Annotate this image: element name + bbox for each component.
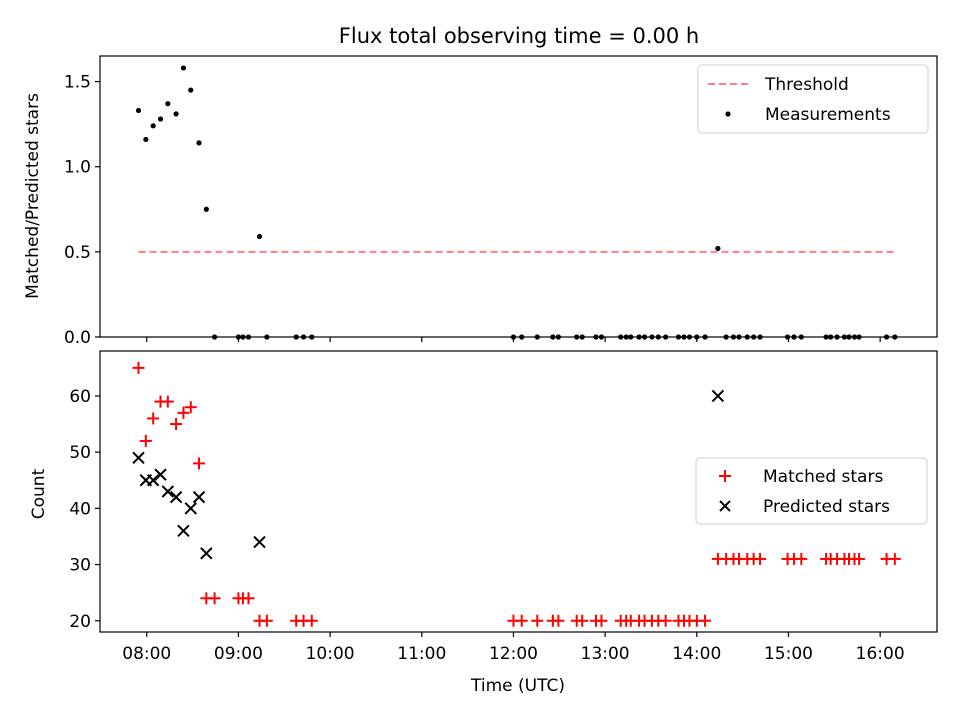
matched-star-point: [193, 457, 206, 470]
matched-star-point: [595, 614, 608, 627]
bottom-legend: Matched stars Predicted stars: [695, 457, 928, 525]
predicted-star-point: [161, 485, 175, 498]
predicted-star-point: [154, 468, 167, 481]
bottom-y-axis: 20 30 40 50 60: [69, 387, 100, 632]
top-legend: Threshold Measurements: [697, 64, 929, 134]
bottom-x-tick-label: 10:00: [306, 644, 355, 664]
predicted-star-point: [711, 389, 725, 403]
predicted-star-point: [169, 490, 183, 504]
matched-star-point: [139, 434, 152, 447]
bottom-y-tick-label: 30: [69, 556, 91, 576]
bottom-y-axis-label: Count: [29, 468, 49, 519]
bottom-x-tick-label: 16:00: [856, 644, 905, 664]
measurement-point: [143, 136, 149, 143]
top-x-ticks: [146, 337, 881, 342]
top-legend-box: [697, 64, 929, 134]
measurement-point: [165, 101, 171, 107]
measurement-point: [203, 206, 209, 212]
legend-matched-label: Matched stars: [763, 467, 883, 487]
legend-predicted-label: Predicted stars: [763, 497, 890, 517]
predicted-star-point: [177, 524, 190, 538]
matched-star-point: [132, 361, 145, 374]
matched-star-point: [699, 614, 712, 627]
bottom-x-tick-label: 12:00: [489, 644, 538, 664]
top-y-tick-label: 0.0: [64, 328, 91, 348]
bottom-marks-layer: [132, 361, 901, 627]
predicted-star-point: [192, 490, 206, 504]
matched-star-point: [853, 552, 866, 565]
measurement-point: [196, 140, 202, 146]
matched-star-point: [161, 395, 174, 408]
legend-threshold-label: Threshold: [764, 75, 849, 95]
predicted-star-point: [132, 451, 145, 464]
top-y-tick-label: 1.5: [64, 73, 91, 93]
legend-measurements-swatch: [725, 111, 731, 117]
top-y-axis: 0.0 0.5 1.0 1.5: [64, 73, 100, 348]
top-y-tick-label: 0.5: [64, 243, 91, 263]
bottom-y-tick-label: 60: [69, 387, 91, 407]
top-marks-layer: [135, 65, 898, 340]
matched-star-point: [147, 412, 160, 425]
measurement-point: [180, 65, 187, 71]
matched-star-point: [177, 406, 190, 419]
bottom-legend-box: [695, 457, 928, 525]
measurement-point: [715, 245, 721, 252]
matched-star-point: [305, 614, 318, 627]
bottom-y-tick-label: 40: [69, 499, 91, 519]
bottom-panel: 20 30 40 50 60 08:00 09:00 10:00 11:00 12:00 13:0…: [29, 350, 938, 696]
matched-star-point: [208, 592, 221, 605]
measurement-point: [150, 123, 156, 129]
matched-star-point: [754, 552, 767, 565]
bottom-x-tick-label: 09:00: [214, 644, 263, 664]
measurement-point: [157, 116, 164, 122]
bottom-x-tick-label: 15:00: [764, 644, 813, 664]
matched-star-point: [184, 401, 197, 414]
top-panel: 0.0 0.5 1.0 1.5 Matched/Predicted stars Thr…: [23, 55, 938, 348]
bottom-x-axis: 08:00 09:00 10:00 11:00 12:00 13:00 14:00 15:00…: [122, 632, 905, 664]
measurement-point: [256, 233, 263, 240]
bottom-x-tick-label: 11:00: [397, 644, 446, 664]
figure-title: Flux total observing time = 0.00 h: [339, 24, 699, 48]
matched-star-point: [552, 614, 565, 627]
top-y-axis-label: Matched/Predicted stars: [23, 93, 43, 299]
matched-star-point: [515, 614, 528, 627]
matched-star-point: [888, 552, 901, 565]
matched-star-point: [795, 552, 808, 565]
predicted-star-point: [200, 547, 213, 560]
matched-star-point: [260, 614, 273, 627]
measurement-point: [135, 107, 142, 114]
bottom-x-tick-label: 13:00: [581, 644, 630, 664]
top-y-tick-label: 1.0: [64, 158, 91, 178]
bottom-y-tick-label: 50: [69, 443, 91, 463]
predicted-star-point: [184, 502, 197, 515]
measurement-point: [188, 87, 194, 93]
matched-star-point: [576, 614, 589, 627]
bottom-x-tick-label: 08:00: [122, 644, 171, 664]
bottom-y-tick-label: 20: [69, 612, 91, 632]
legend-matched-swatch: [719, 470, 731, 482]
measurement-point: [173, 111, 179, 117]
bottom-x-tick-label: 14:00: [672, 644, 721, 664]
matched-star-point: [659, 614, 672, 627]
matched-star-point: [242, 592, 255, 605]
predicted-star-point: [253, 535, 266, 549]
predicted-star-point: [146, 474, 160, 487]
legend-measurements-label: Measurements: [765, 105, 891, 125]
matched-star-point: [170, 418, 183, 431]
bottom-axes-frame: [99, 350, 938, 633]
legend-predicted-swatch: [719, 500, 731, 512]
bottom-x-axis-label: Time (UTC): [470, 676, 565, 696]
matched-star-point: [531, 614, 544, 627]
top-axes-frame: [99, 55, 938, 338]
